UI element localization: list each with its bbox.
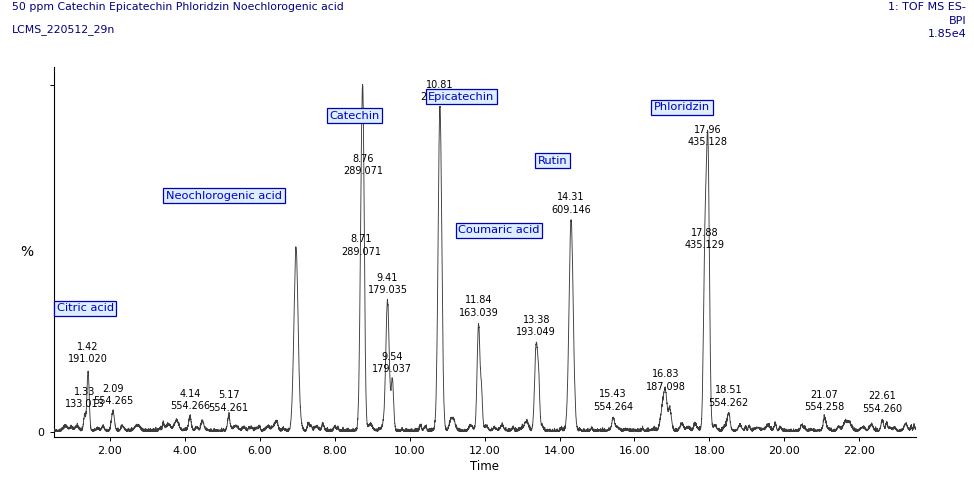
- Text: 1.33
133.013: 1.33 133.013: [65, 387, 104, 409]
- Text: 13.38
193.049: 13.38 193.049: [516, 314, 556, 337]
- Text: 15.43
554.264: 15.43 554.264: [593, 389, 633, 412]
- Text: Catechin: Catechin: [329, 111, 379, 121]
- Y-axis label: %: %: [19, 245, 33, 259]
- Text: 17.88
435.129: 17.88 435.129: [685, 228, 725, 250]
- Text: 9.41
179.035: 9.41 179.035: [367, 273, 407, 295]
- Text: Neochlorogenic acid: Neochlorogenic acid: [166, 191, 282, 201]
- Text: 22.61
554.260: 22.61 554.260: [862, 391, 902, 414]
- Text: Citric acid: Citric acid: [56, 303, 114, 313]
- Text: Epicatechin: Epicatechin: [429, 92, 495, 102]
- Text: 21.07
554.258: 21.07 554.258: [805, 390, 844, 412]
- Text: 8.71
289.071: 8.71 289.071: [341, 234, 381, 256]
- Text: Rutin: Rutin: [538, 156, 568, 166]
- X-axis label: Time: Time: [470, 460, 499, 473]
- Text: 4.14
554.266: 4.14 554.266: [169, 389, 210, 411]
- Text: 14.31
609.146: 14.31 609.146: [551, 192, 591, 215]
- Text: Coumaric acid: Coumaric acid: [459, 225, 540, 235]
- Text: 5.17
554.261: 5.17 554.261: [208, 390, 248, 413]
- Text: 9.54
179.037: 9.54 179.037: [372, 352, 412, 374]
- Text: 1: TOF MS ES-
BPI
1.85e4: 1: TOF MS ES- BPI 1.85e4: [888, 2, 966, 39]
- Text: 18.51
554.262: 18.51 554.262: [708, 385, 749, 408]
- Text: 8.76
289.071: 8.76 289.071: [343, 154, 383, 176]
- Text: 17.96
435.128: 17.96 435.128: [688, 125, 728, 147]
- Text: 11.84
163.039: 11.84 163.039: [459, 295, 499, 318]
- Text: Phloridzin: Phloridzin: [654, 102, 710, 112]
- Text: 50 ppm Catechin Epicatechin Phloridzin Noechlorogenic acid: 50 ppm Catechin Epicatechin Phloridzin N…: [12, 2, 344, 12]
- Text: 1.42
191.020: 1.42 191.020: [68, 342, 108, 364]
- Text: 16.83
187.098: 16.83 187.098: [646, 370, 686, 392]
- Text: 10.81
289.070: 10.81 289.070: [420, 80, 460, 102]
- Text: LCMS_220512_29n: LCMS_220512_29n: [12, 24, 115, 35]
- Text: 2.09
554.265: 2.09 554.265: [94, 384, 133, 406]
